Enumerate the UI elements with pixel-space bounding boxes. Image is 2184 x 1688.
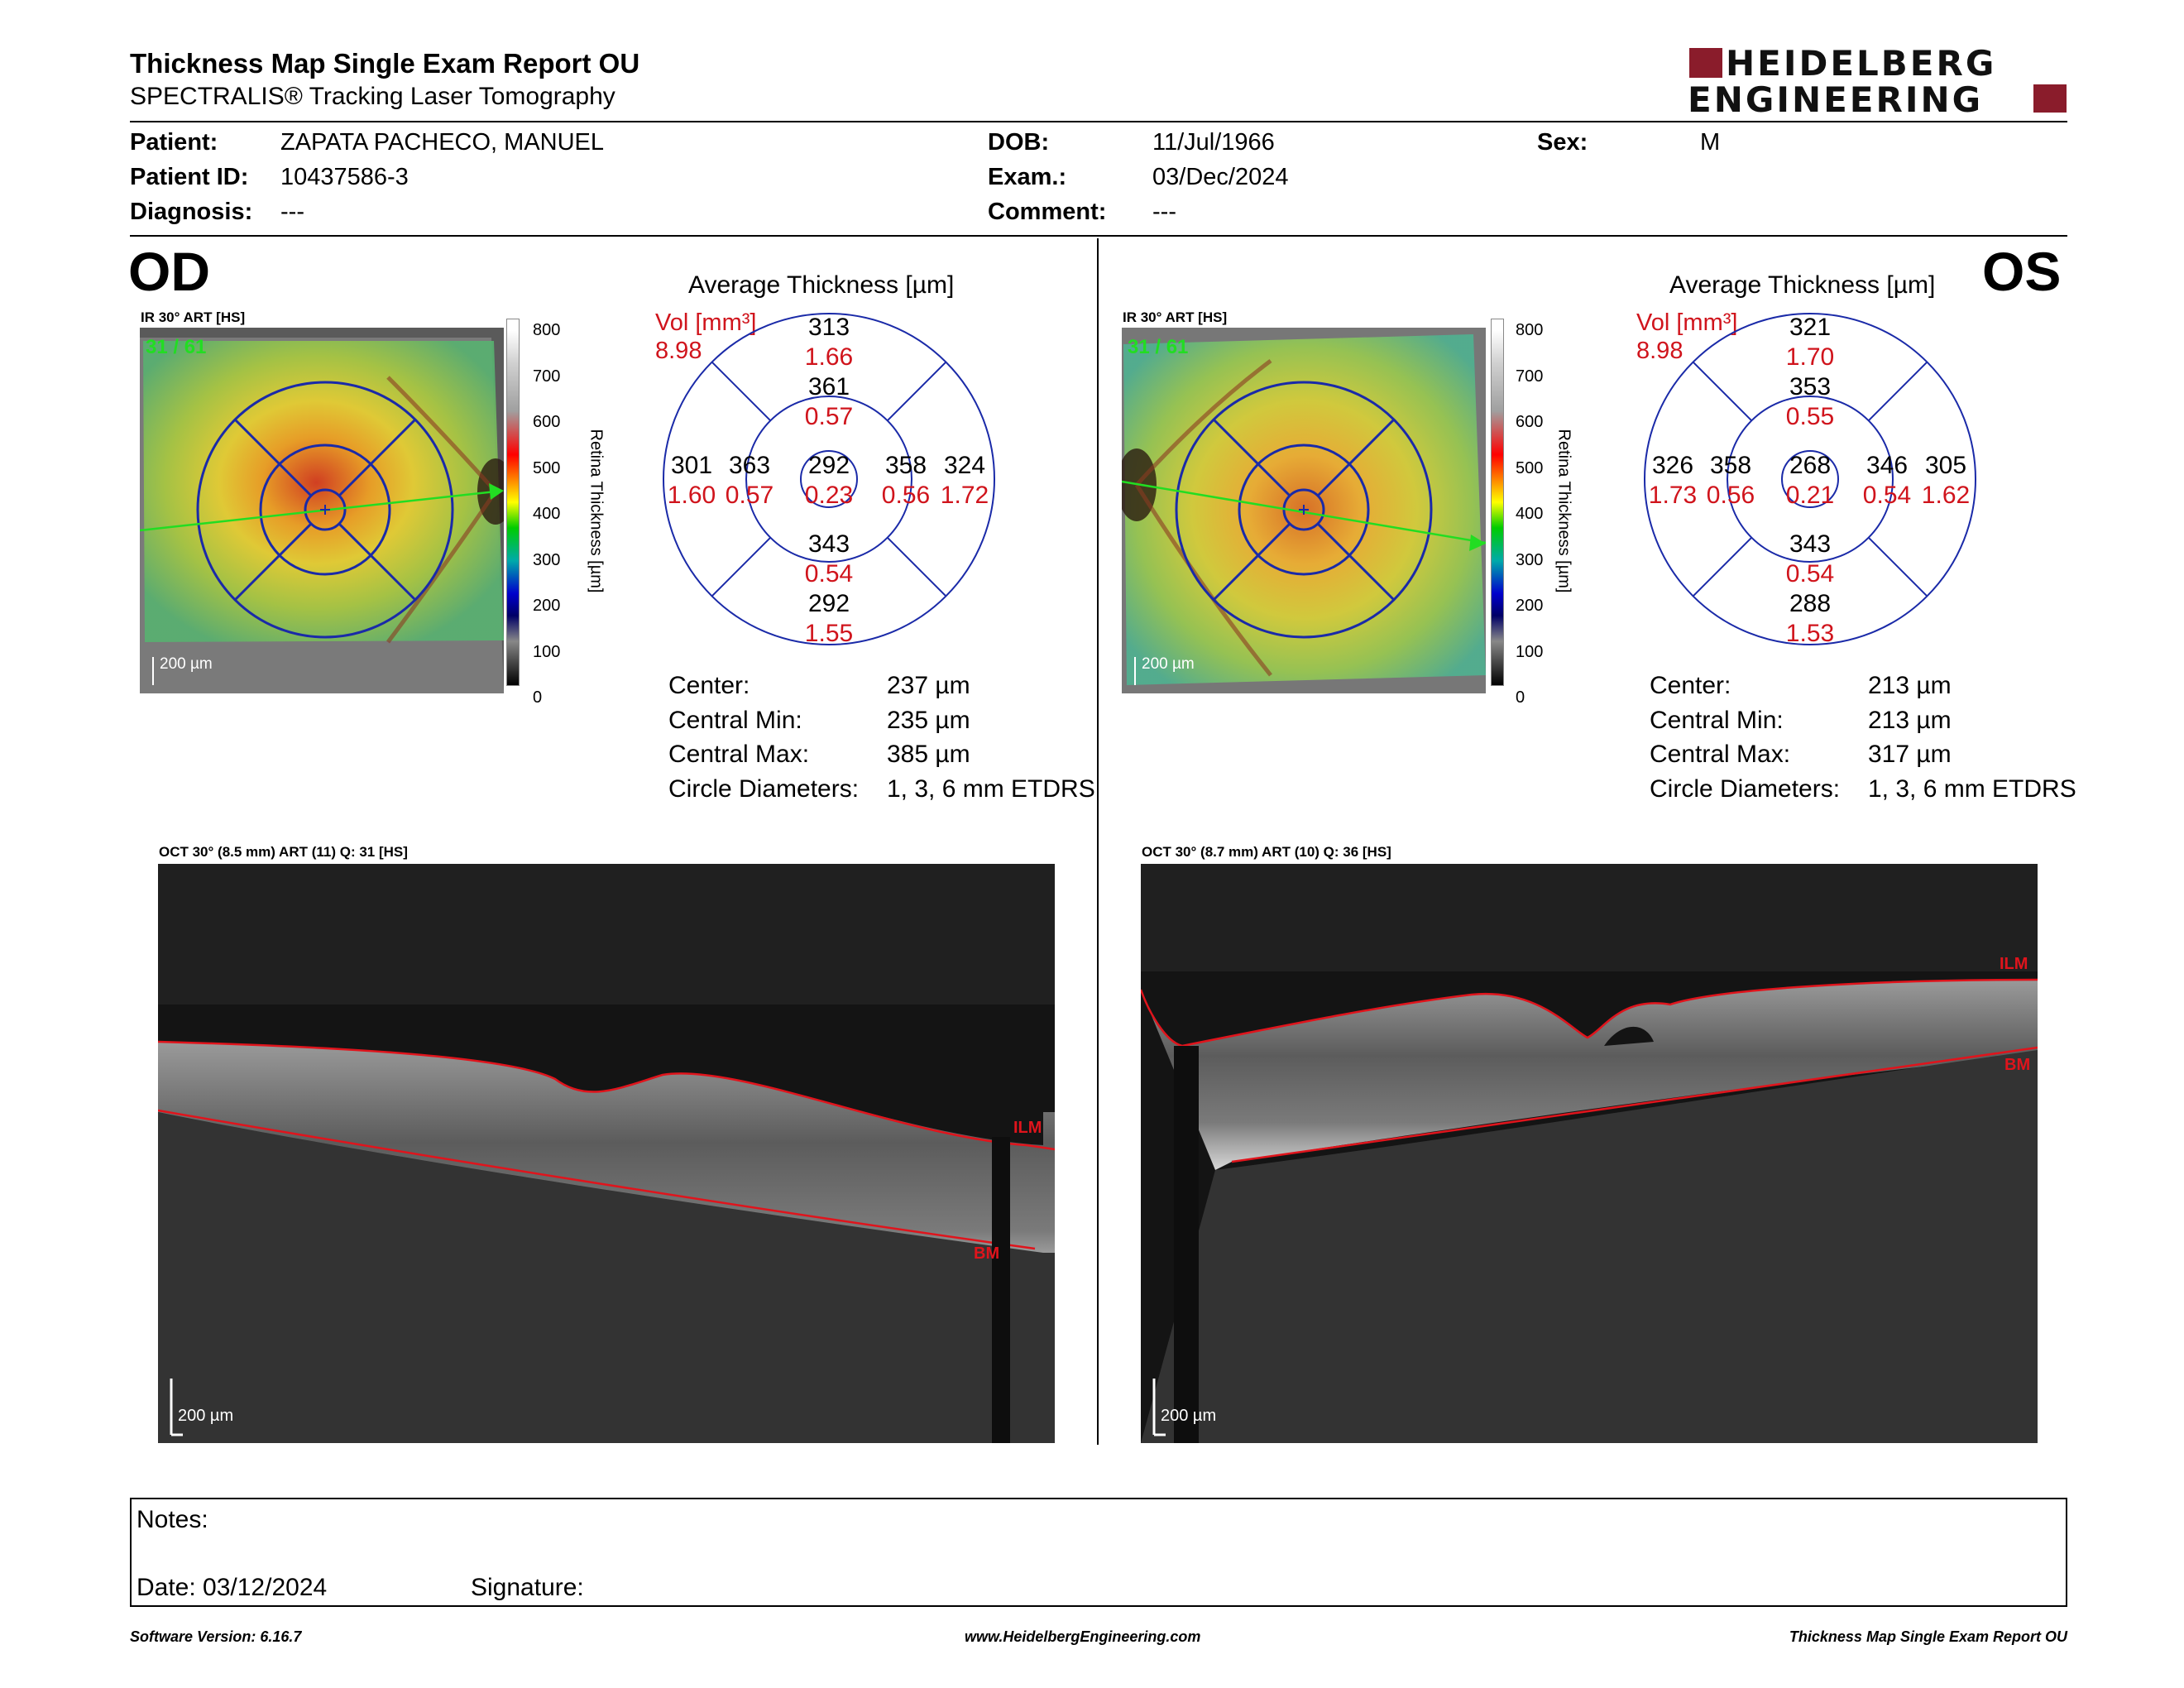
logo-line1: HEIDELBERG — [1726, 43, 1997, 84]
notes-box: Notes: Date: 03/12/2024 Signature: — [130, 1498, 2067, 1607]
od-avg-title: Average Thickness [µm] — [688, 271, 955, 299]
od-oct-caption: OCT 30° (8.5 mm) ART (11) Q: 31 [HS] — [159, 844, 408, 860]
sex-value: M — [1700, 129, 1721, 156]
os-inner-inferior: 343 0.54 — [1785, 530, 1835, 587]
notes-label: Notes: — [136, 1506, 208, 1533]
os-outer-superior: 321 1.70 — [1785, 314, 1835, 371]
os-etdrs-grid — [1643, 312, 1977, 646]
os-ilm-label: ILM — [2000, 955, 2028, 973]
footer-report-name: Thickness Map Single Exam Report OU — [1789, 1628, 2067, 1645]
os-vol-label: Vol [mm³] — [1636, 309, 1738, 336]
os-stats: Center: 213 µm Central Min: 213 µm Central… — [1650, 669, 2076, 806]
comment-label: Comment: — [988, 199, 1107, 225]
os-vol-value: 8.98 — [1636, 338, 1684, 364]
od-stat-max: Central Max: 385 µm — [668, 741, 970, 768]
info-divider — [130, 235, 2067, 237]
od-inner-left: 363 0.57 — [725, 452, 774, 509]
od-ilm-label: ILM — [1013, 1119, 1042, 1137]
report-title: Thickness Map Single Exam Report OU — [130, 48, 640, 79]
patient-label: Patient: — [130, 129, 218, 156]
os-colorbar-label: Retina Thickness [µm] — [1554, 429, 1573, 593]
patient-id: 10437586-3 — [280, 164, 409, 190]
os-oct-scan: ILM BM 200 µm — [1139, 864, 2038, 1443]
os-stat-max: Central Max: 317 µm — [1650, 741, 1952, 768]
od-outer-inferior: 292 1.55 — [804, 590, 854, 647]
od-inner-right: 358 0.56 — [881, 452, 931, 509]
sex-label: Sex: — [1537, 129, 1588, 156]
signature-label: Signature: — [471, 1574, 584, 1601]
os-bm-label: BM — [2004, 1056, 2031, 1074]
os-oct-caption: OCT 30° (8.7 mm) ART (10) Q: 36 [HS] — [1142, 844, 1391, 860]
os-outer-right: 305 1.62 — [1921, 452, 1971, 509]
od-colorbar — [506, 319, 520, 686]
od-oct-scale: 200 µm — [178, 1407, 234, 1425]
od-stat-diameters: Circle Diameters: 1, 3, 6 mm ETDRS — [668, 774, 1095, 803]
od-vol-label: Vol [mm³] — [655, 309, 757, 336]
od-vol-value: 8.98 — [655, 338, 702, 364]
footer-website: www.HeidelbergEngineering.com — [965, 1628, 1201, 1645]
footer-software-version: Software Version: 6.16.7 — [130, 1628, 302, 1645]
os-inner-superior: 353 0.55 — [1785, 373, 1835, 430]
dob-label: DOB: — [988, 129, 1050, 156]
eye-divider — [1097, 238, 1099, 1445]
os-eye-label: OS — [1982, 241, 2062, 302]
od-bm-label: BM — [974, 1244, 1000, 1263]
report-subtitle: SPECTRALIS® Tracking Laser Tomography — [130, 83, 615, 110]
date-label: Date: 03/12/2024 — [136, 1574, 328, 1601]
os-inner-right: 346 0.54 — [1862, 452, 1912, 509]
od-scale-label: 200 µm — [160, 655, 213, 673]
logo-line2: ENGINEERING — [1688, 79, 1984, 120]
exam-label: Exam.: — [988, 164, 1067, 190]
diagnosis-value: --- — [280, 199, 304, 225]
header-divider — [130, 121, 2067, 122]
comment-value: --- — [1152, 199, 1176, 225]
exam-value: 03/Dec/2024 — [1152, 164, 1289, 190]
os-avg-title: Average Thickness [µm] — [1669, 271, 1936, 299]
os-stat-min: Central Min: 213 µm — [1650, 706, 1952, 734]
od-outer-left: 301 1.60 — [667, 452, 716, 509]
od-outer-superior: 313 1.66 — [804, 314, 854, 371]
od-etdrs-grid — [662, 312, 996, 646]
patient-id-label: Patient ID: — [130, 164, 249, 190]
patient-name: ZAPATA PACHECO, MANUEL — [280, 129, 605, 156]
od-colorbar-ticks: 800 700 600 500 400 300 200 100 0 — [533, 321, 561, 707]
od-oct-scan: ILM BM 200 µm — [157, 864, 1056, 1443]
os-stat-diameters: Circle Diameters: 1, 3, 6 mm ETDRS — [1650, 774, 2076, 803]
od-inner-superior: 361 0.57 — [804, 373, 854, 430]
os-outer-inferior: 288 1.53 — [1785, 590, 1835, 647]
os-colorbar — [1491, 319, 1504, 686]
os-stat-center: Center: 213 µm — [1650, 672, 1952, 699]
os-frame-counter: 31 / 61 — [1128, 336, 1189, 358]
dob-value: 11/Jul/1966 — [1152, 129, 1275, 156]
os-scale-label: 200 µm — [1142, 655, 1195, 673]
od-eye-label: OD — [128, 241, 210, 302]
os-oct-scale: 200 µm — [1161, 1407, 1217, 1425]
os-fundus-image: 31 / 61 200 µm — [1117, 328, 1487, 693]
od-inner-inferior: 343 0.54 — [804, 530, 854, 587]
os-colorbar-ticks: 800 700 600 500 400 300 200 100 0 — [1516, 321, 1544, 707]
os-ir-caption: IR 30° ART [HS] — [1123, 309, 1228, 325]
od-frame-counter: 31 / 61 — [146, 336, 207, 358]
od-stats: Center: 237 µm Central Min: 235 µm Central… — [668, 669, 1095, 806]
os-inner-left: 358 0.56 — [1706, 452, 1755, 509]
od-outer-right: 324 1.72 — [940, 452, 989, 509]
od-ir-caption: IR 30° ART [HS] — [141, 309, 246, 325]
diagnosis-label: Diagnosis: — [130, 199, 253, 225]
od-colorbar-label: Retina Thickness [µm] — [587, 429, 606, 593]
od-fundus-image: 31 / 61 200 µm — [139, 328, 514, 693]
os-outer-left: 326 1.73 — [1648, 452, 1698, 509]
od-center: 292 0.23 — [804, 452, 854, 509]
od-stat-min: Central Min: 235 µm — [668, 706, 970, 734]
os-center: 268 0.21 — [1785, 452, 1835, 509]
od-stat-center: Center: 237 µm — [668, 672, 970, 699]
